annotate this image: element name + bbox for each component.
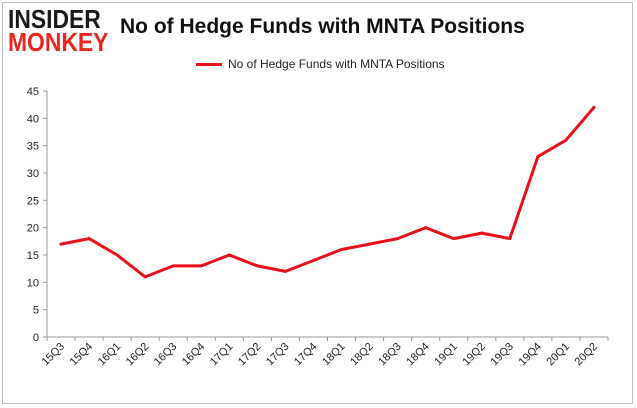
x-tick-label: 17Q3: [264, 341, 292, 369]
y-tick-label: 30: [27, 168, 39, 180]
y-tick-label: 20: [27, 223, 39, 235]
logo-text-monkey: MONKEY: [8, 27, 109, 57]
x-tick-label: 19Q4: [516, 341, 544, 369]
x-tick-label: 18Q4: [404, 341, 432, 369]
data-point: [283, 269, 287, 273]
y-tick-label: 15: [27, 250, 39, 262]
data-point: [396, 237, 400, 241]
x-tick-label: 16Q3: [152, 341, 180, 369]
y-tick-label: 0: [33, 332, 39, 344]
series-line: [59, 105, 596, 279]
data-point: [424, 226, 428, 230]
data-point: [59, 242, 63, 246]
y-tick-label: 40: [27, 113, 39, 125]
x-tick-label: 19Q3: [488, 341, 516, 369]
insider-monkey-logo: INSIDER MONKEY: [8, 4, 120, 56]
y-tick-label: 10: [27, 277, 39, 289]
x-tick-label: 15Q3: [40, 341, 68, 369]
y-tick-label: 25: [27, 195, 39, 207]
data-point: [480, 231, 484, 235]
x-tick-label: 19Q1: [432, 341, 460, 369]
data-point: [452, 237, 456, 241]
x-tick-label: 16Q4: [180, 341, 208, 369]
x-tick-label: 17Q4: [292, 341, 320, 369]
y-tick-label: 35: [27, 141, 39, 153]
x-tick-label: 20Q2: [573, 341, 601, 369]
legend: No of Hedge Funds with MNTA Positions: [196, 57, 445, 71]
data-point: [227, 253, 231, 257]
x-tick-label: 17Q1: [208, 341, 236, 369]
data-point: [508, 237, 512, 241]
logo-text-insider: INSIDER: [8, 4, 101, 34]
x-tick-label: 18Q3: [376, 341, 404, 369]
data-point: [340, 248, 344, 252]
data-point: [536, 155, 540, 159]
data-point: [311, 258, 315, 262]
chart-title: No of Hedge Funds with MNTA Positions: [120, 15, 525, 38]
data-point: [199, 264, 203, 268]
legend-label: No of Hedge Funds with MNTA Positions: [228, 57, 445, 71]
x-tick-label: 16Q1: [96, 341, 124, 369]
x-tick-label: 19Q2: [460, 341, 488, 369]
data-point: [564, 138, 568, 142]
x-tick-label: 15Q4: [68, 341, 96, 369]
legend-swatch: [196, 62, 222, 66]
data-point: [255, 264, 259, 268]
data-point: [171, 264, 175, 268]
x-tick-label: 18Q1: [320, 341, 348, 369]
data-point: [368, 242, 372, 246]
x-tick-label: 17Q2: [236, 341, 264, 369]
data-point: [143, 275, 147, 279]
x-tick-label: 18Q2: [348, 341, 376, 369]
data-point: [115, 253, 119, 257]
x-tick-label: 20Q1: [545, 341, 573, 369]
y-tick-label: 5: [33, 305, 39, 317]
x-tick-label: 16Q2: [124, 341, 152, 369]
data-point: [87, 237, 91, 241]
data-point: [592, 105, 596, 109]
y-tick-label: 45: [27, 86, 39, 98]
